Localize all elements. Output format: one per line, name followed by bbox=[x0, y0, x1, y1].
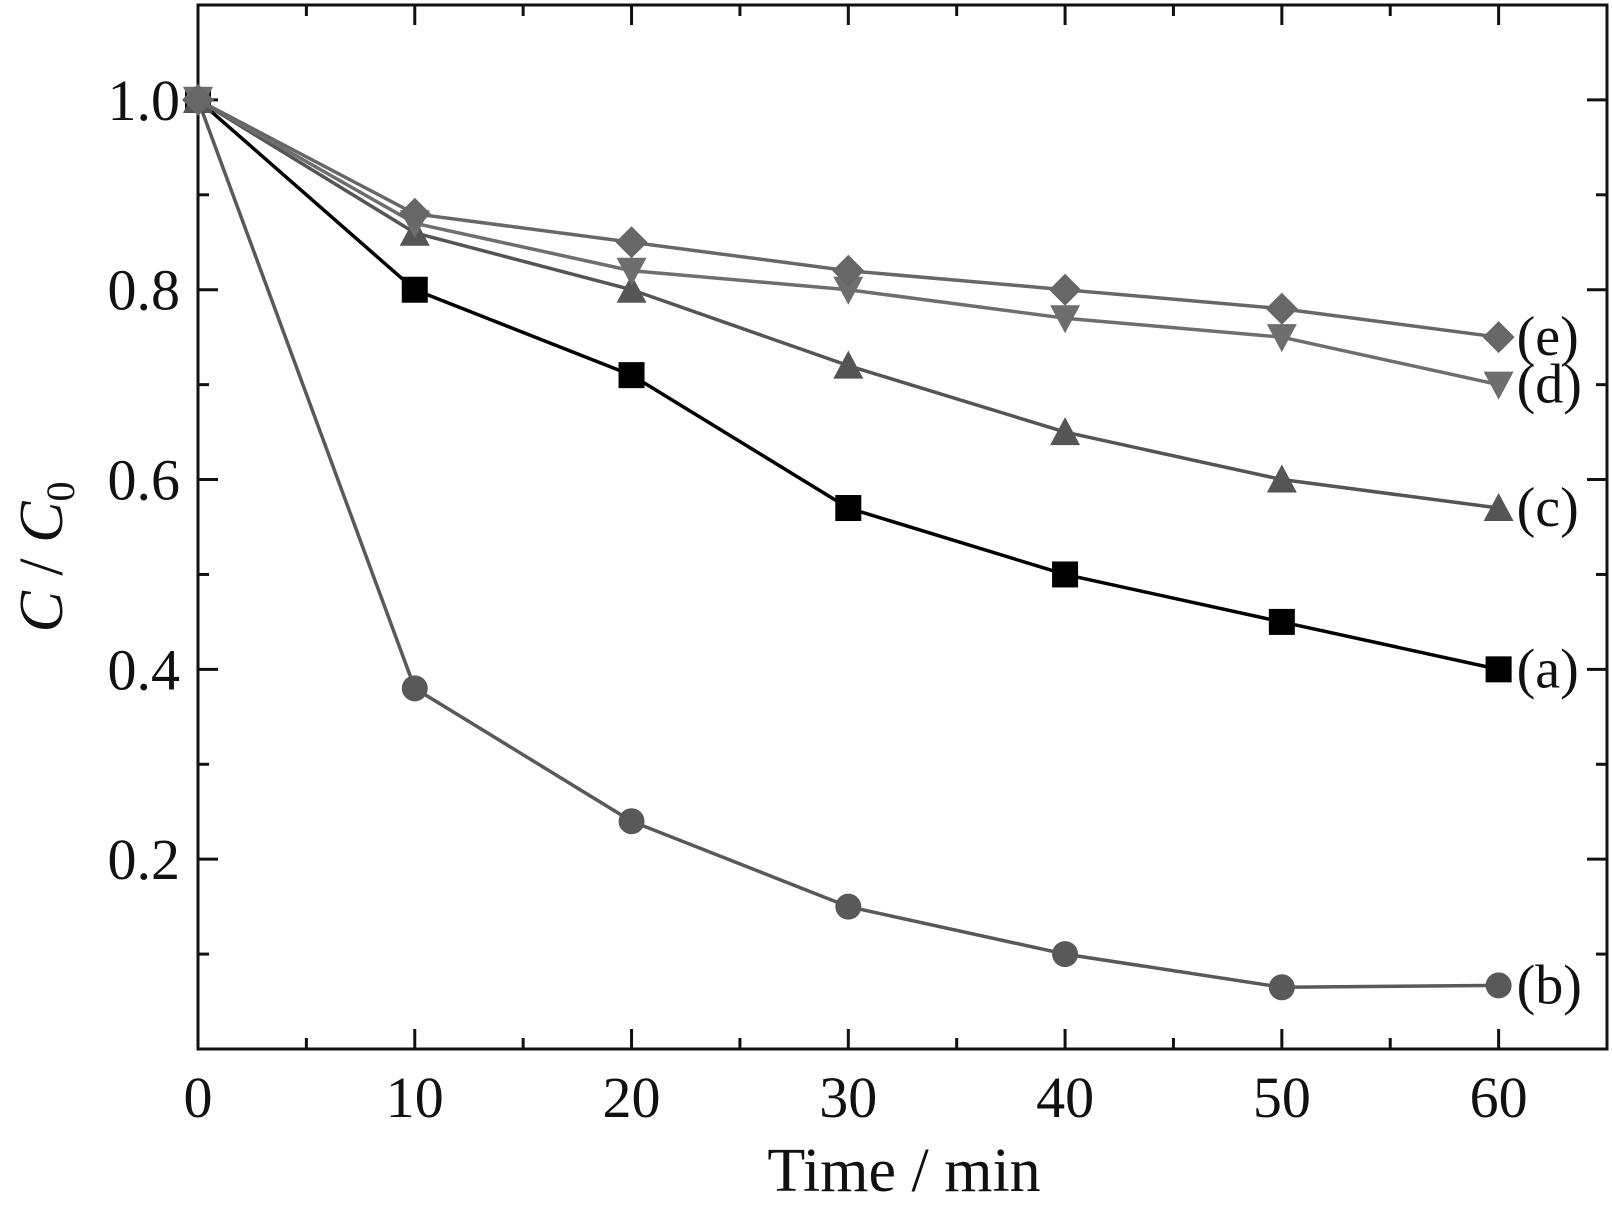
data-point bbox=[618, 362, 645, 389]
data-point bbox=[1052, 561, 1079, 588]
x-tick-label: 60 bbox=[1470, 1065, 1528, 1130]
data-point bbox=[833, 350, 864, 379]
x-tick-label: 30 bbox=[819, 1065, 877, 1130]
y-axis-title-var: C bbox=[8, 590, 76, 632]
data-point bbox=[1485, 972, 1512, 999]
data-point bbox=[1483, 493, 1514, 522]
data-point bbox=[401, 276, 428, 303]
data-point bbox=[1482, 321, 1515, 354]
series-label: (a) bbox=[1517, 638, 1579, 700]
y-tick-label: 0.6 bbox=[108, 448, 181, 513]
x-axis-title: Time / min bbox=[767, 1137, 1040, 1205]
series-3: (d) bbox=[183, 86, 1582, 416]
series-2: (c) bbox=[183, 84, 1579, 539]
data-point bbox=[401, 675, 428, 702]
x-tick-label: 50 bbox=[1253, 1065, 1311, 1130]
series-0: (b) bbox=[185, 86, 1582, 1016]
data-point bbox=[1050, 417, 1081, 446]
data-point bbox=[1049, 273, 1082, 306]
x-tick-label: 40 bbox=[1036, 1065, 1094, 1130]
series-line bbox=[196, 99, 1499, 990]
series-label: (c) bbox=[1517, 477, 1579, 539]
series-line bbox=[197, 98, 1499, 387]
data-point bbox=[833, 276, 864, 305]
series-4: (e) bbox=[182, 83, 1579, 368]
data-point bbox=[1266, 324, 1297, 353]
x-tick-label: 20 bbox=[603, 1065, 661, 1130]
data-point bbox=[1052, 941, 1079, 968]
data-point bbox=[618, 808, 645, 835]
y-axis-title: C / C0 bbox=[8, 482, 83, 633]
plot-frame bbox=[196, 3, 1609, 1051]
data-point bbox=[835, 893, 862, 920]
data-point bbox=[835, 495, 862, 522]
series-line bbox=[196, 98, 1499, 672]
x-tick-label: 10 bbox=[386, 1065, 444, 1130]
y-tick-label: 1.0 bbox=[108, 68, 181, 133]
x-tick-label: 0 bbox=[184, 1065, 213, 1130]
y-tick-label: 0.4 bbox=[108, 637, 181, 702]
series-label: (b) bbox=[1517, 954, 1582, 1016]
data-point bbox=[1483, 371, 1514, 400]
data-point bbox=[616, 274, 647, 303]
y-axis-title-sep: / bbox=[8, 543, 76, 591]
y-axis-title-subscript: 0 bbox=[38, 482, 83, 502]
data-point bbox=[616, 257, 647, 286]
data-point bbox=[1268, 974, 1295, 1001]
y-tick-label: 0.8 bbox=[108, 258, 181, 323]
data-point bbox=[1266, 464, 1297, 493]
series-1: (a) bbox=[185, 86, 1579, 700]
series-label: (e) bbox=[1517, 306, 1579, 368]
series-layer: (b) (a) (c) (d)(e) bbox=[182, 83, 1582, 1016]
y-tick-label: 0.2 bbox=[108, 827, 181, 892]
data-point bbox=[832, 254, 865, 287]
data-point bbox=[1265, 292, 1298, 325]
data-point bbox=[182, 83, 214, 116]
series-label: (d) bbox=[1517, 354, 1582, 416]
data-point bbox=[398, 197, 431, 230]
data-point bbox=[1050, 305, 1081, 334]
data-point bbox=[615, 226, 648, 259]
data-point bbox=[1485, 656, 1512, 683]
axes: 0 10 20 30 40 50 60 0.2 0.4 0.6 0.8 1.0 bbox=[108, 3, 1609, 1130]
data-point bbox=[1268, 608, 1295, 635]
y-axis-title-var2: C bbox=[8, 501, 76, 543]
